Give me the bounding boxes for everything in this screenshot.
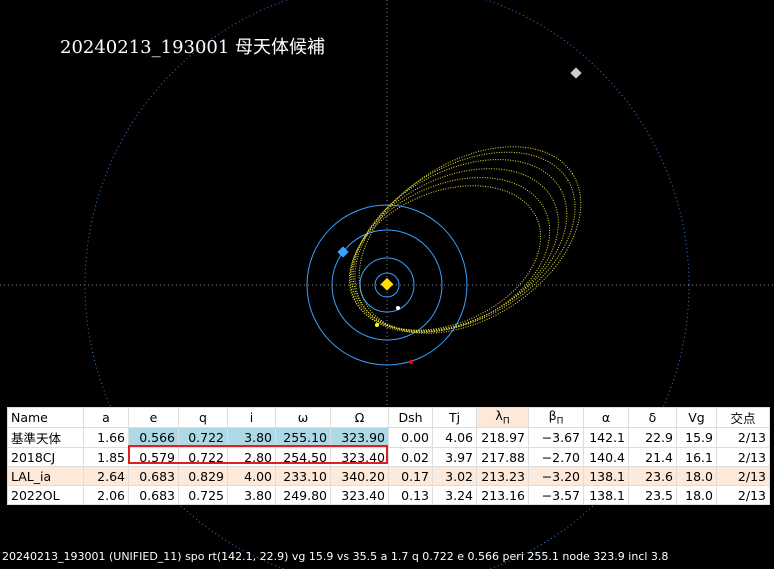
table-cell: 4.06 (432, 427, 477, 448)
table-cell: 15.9 (676, 427, 717, 448)
table-cell: 4.00 (227, 466, 276, 486)
table-cell: 233.10 (275, 466, 331, 486)
column-header: λΠ (476, 407, 529, 428)
table-cell: 3.02 (432, 466, 477, 486)
column-header: i (227, 407, 276, 428)
object-name: 基準天体 (7, 427, 84, 448)
table-cell: 0.683 (128, 485, 179, 505)
body-marker (409, 360, 413, 364)
table-cell: 218.97 (476, 427, 529, 448)
column-header: e (128, 407, 179, 428)
planet-orbit (374, 272, 400, 298)
object-name: 2022OL (7, 485, 84, 505)
header-symbol: β (548, 408, 557, 424)
header-subscript: Π (502, 416, 510, 427)
table-cell: 3.80 (227, 485, 276, 505)
table-cell: 16.1 (676, 447, 717, 467)
table-cell: 21.4 (628, 447, 677, 467)
table-cell: −3.67 (528, 427, 584, 448)
column-header: βΠ (528, 407, 584, 428)
table-cell: 2/13 (716, 427, 770, 448)
table-cell: 138.1 (583, 466, 629, 486)
table-cell: 217.88 (476, 447, 529, 467)
table-cell: 1.85 (83, 447, 129, 467)
header-row: Name a e q i ω Ω Dsh Tj λΠ βΠ α δ Vg 交点 (7, 407, 770, 428)
body-marker (396, 306, 400, 310)
table-cell: 140.4 (583, 447, 629, 467)
column-header: Ω (330, 407, 389, 428)
table-cell: 255.10 (275, 427, 331, 448)
column-header: a (83, 407, 129, 428)
column-header: δ (628, 407, 677, 428)
table-cell: 0.566 (128, 427, 179, 448)
table-cell: 23.5 (628, 485, 677, 505)
planet-orbit (331, 229, 443, 341)
candidate-table: Name a e q i ω Ω Dsh Tj λΠ βΠ α δ Vg 交点 基準天体 1.66 0.566 0… (7, 407, 770, 505)
header-symbol: λ (495, 408, 503, 424)
table-cell: 142.1 (583, 427, 629, 448)
table-cell: 2/13 (716, 485, 770, 505)
table-cell: 323.90 (330, 427, 389, 448)
earth (337, 246, 349, 258)
planet-orbit (306, 204, 468, 366)
table-cell: 2/13 (716, 466, 770, 486)
title: 20240213_193001 母天体候補 (60, 37, 326, 58)
column-header: ω (275, 407, 331, 428)
status-line: 20240213_193001 (UNIFIED_11) spo rt(142.… (2, 550, 669, 563)
table-cell: 2.64 (83, 466, 129, 486)
table-cell: 3.97 (432, 447, 477, 467)
table-cell: −3.57 (528, 485, 584, 505)
object-name: 2018CJ (7, 447, 84, 467)
column-header: Tj (432, 407, 477, 428)
table-cell: 1.66 (83, 427, 129, 448)
table-row: 2018CJ 1.85 0.579 0.722 2.80 254.50 323.40 0.02… (7, 447, 770, 467)
table-row: 2022OL 2.06 0.683 0.725 3.80 249.80 323.40 0.13… (7, 485, 770, 505)
table-cell: 22.9 (628, 427, 677, 448)
header-subscript: Π (556, 416, 564, 427)
table-cell: 249.80 (275, 485, 331, 505)
column-header: Vg (676, 407, 717, 428)
outer-body (570, 67, 582, 79)
table-cell: 3.24 (432, 485, 477, 505)
object-name: LAL_ia (7, 466, 84, 486)
column-header: Dsh (388, 407, 433, 428)
sun (380, 277, 394, 291)
table-cell: −3.20 (528, 466, 584, 486)
table-cell: 0.13 (388, 485, 433, 505)
selection-box (128, 445, 388, 464)
outer-orbit (84, 0, 690, 569)
table-cell: 340.20 (330, 466, 389, 486)
table-cell: 0.00 (388, 427, 433, 448)
table-cell: −2.70 (528, 447, 584, 467)
column-header: Name (7, 407, 84, 428)
table-row: LAL_ia 2.64 0.683 0.829 4.00 233.10 340.20 0.17… (7, 466, 770, 486)
table-cell: 0.829 (178, 466, 228, 486)
table-row: 基準天体 1.66 0.566 0.722 3.80 255.10 323.90 0.00 4.… (7, 427, 770, 448)
meteor-orbits (348, 146, 582, 334)
table-cell: 0.683 (128, 466, 179, 486)
column-header: 交点 (716, 407, 770, 428)
table-cell: 2.06 (83, 485, 129, 505)
column-header: q (178, 407, 228, 428)
table-cell: 2/13 (716, 447, 770, 467)
body-marker (375, 323, 379, 327)
table-cell: 213.16 (476, 485, 529, 505)
table-cell: 0.725 (178, 485, 228, 505)
table-cell: 213.23 (476, 466, 529, 486)
table-cell: 323.40 (330, 485, 389, 505)
table-cell: 0.02 (388, 447, 433, 467)
table-cell: 138.1 (583, 485, 629, 505)
table-cell: 23.6 (628, 466, 677, 486)
table-cell: 0.17 (388, 466, 433, 486)
column-header: α (583, 407, 629, 428)
table-cell: 18.0 (676, 485, 717, 505)
table-cell: 18.0 (676, 466, 717, 486)
